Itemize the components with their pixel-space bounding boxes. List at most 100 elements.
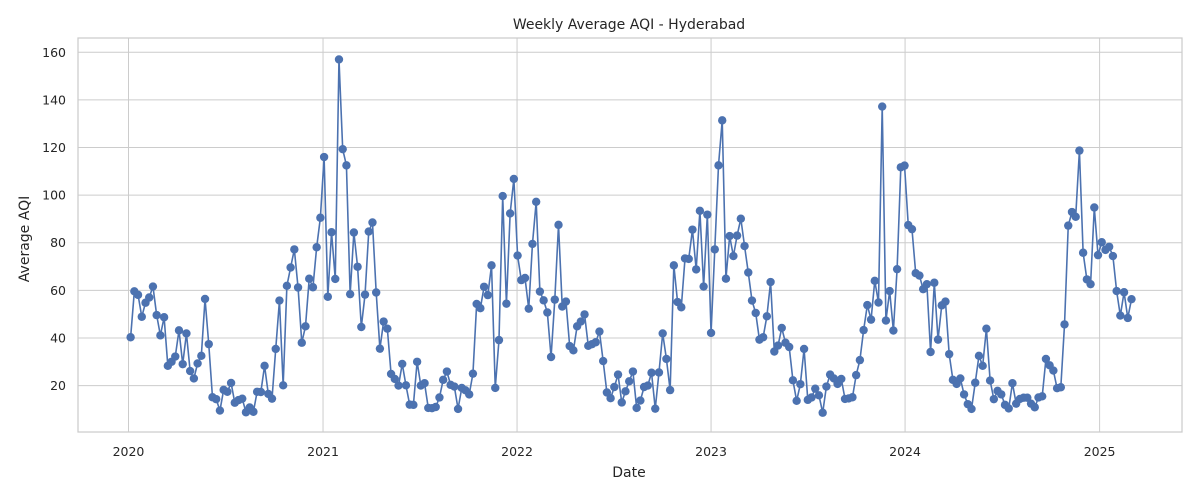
- plot-area-frame: [77, 37, 1183, 433]
- data-point: [383, 324, 392, 333]
- data-point: [550, 295, 559, 304]
- x-tick-label: 2024: [889, 444, 921, 459]
- data-point: [204, 339, 213, 349]
- y-tick-label: 120: [42, 140, 66, 155]
- data-point: [598, 356, 608, 366]
- data-point: [1041, 354, 1051, 364]
- data-point: [691, 265, 701, 274]
- data-point: [1060, 320, 1069, 329]
- data-point: [513, 251, 522, 260]
- data-point: [866, 315, 876, 324]
- data-point: [409, 400, 418, 410]
- data-point: [390, 374, 399, 384]
- data-point: [1008, 379, 1017, 388]
- data-point: [1075, 146, 1084, 155]
- data-point: [610, 382, 619, 392]
- data-point: [509, 174, 519, 184]
- data-point: [275, 296, 284, 305]
- data-point: [327, 228, 336, 237]
- data-point: [260, 361, 269, 371]
- data-point: [625, 377, 634, 386]
- data-point: [576, 317, 586, 326]
- data-point: [651, 404, 660, 413]
- data-point: [974, 351, 984, 361]
- data-point: [729, 251, 738, 261]
- data-point: [1030, 403, 1039, 412]
- data-point: [371, 288, 381, 297]
- data-point: [881, 316, 891, 325]
- data-point: [200, 294, 210, 304]
- data-point: [851, 370, 861, 380]
- data-point: [971, 378, 980, 387]
- data-point: [695, 206, 705, 216]
- data-point: [606, 393, 615, 403]
- data-point: [989, 394, 999, 404]
- data-point: [293, 283, 303, 292]
- data-point: [900, 161, 909, 170]
- data-point: [479, 282, 489, 291]
- data-point: [1064, 221, 1073, 230]
- data-point: [628, 367, 638, 376]
- data-point: [930, 278, 939, 287]
- data-point: [595, 327, 604, 336]
- data-point: [342, 161, 351, 170]
- x-tick-label: 2020: [113, 444, 145, 459]
- data-point: [148, 282, 158, 291]
- data-point: [238, 394, 247, 403]
- data-point: [777, 323, 786, 333]
- data-point: [580, 310, 589, 319]
- data-point: [874, 298, 883, 307]
- data-point: [368, 218, 377, 227]
- data-point: [182, 329, 191, 338]
- y-tick-label: 140: [42, 92, 66, 107]
- data-point: [617, 398, 626, 407]
- data-point: [546, 352, 556, 362]
- series-line: [129, 58, 1133, 414]
- data-point: [632, 403, 641, 413]
- data-point: [159, 313, 169, 322]
- data-point: [524, 304, 533, 313]
- data-point: [1119, 288, 1129, 297]
- y-tick-label: 80: [50, 235, 66, 250]
- data-point: [885, 286, 894, 296]
- data-point: [278, 381, 288, 390]
- data-point: [959, 390, 969, 399]
- data-point: [1127, 294, 1136, 304]
- data-point: [226, 378, 236, 388]
- data-point: [796, 379, 805, 389]
- data-point: [126, 333, 135, 342]
- data-point: [174, 326, 184, 335]
- data-point: [442, 367, 452, 376]
- data-point: [286, 263, 295, 272]
- y-axis-label: Average AQI: [17, 196, 33, 282]
- data-point: [1056, 383, 1066, 392]
- data-point: [688, 225, 697, 234]
- data-point: [334, 55, 344, 64]
- chart-title: Weekly Average AQI - Hyderabad: [513, 17, 745, 33]
- data-point: [345, 289, 355, 299]
- data-point: [647, 368, 656, 377]
- data-point: [926, 347, 935, 357]
- x-tick-label: 2021: [307, 444, 339, 459]
- axis-ticks: 2020 2021 2022 2023 2024 2025 20 40 60 80 100 120 14…: [42, 45, 1115, 459]
- data-point: [379, 317, 388, 326]
- data-point: [855, 355, 865, 365]
- data-point: [665, 385, 675, 395]
- data-point: [256, 387, 266, 397]
- data-point: [799, 344, 809, 354]
- data-point: [178, 359, 187, 369]
- data-point: [870, 276, 879, 286]
- data-point: [1123, 313, 1132, 323]
- data-point: [721, 274, 731, 283]
- data-point: [453, 404, 463, 414]
- data-point: [301, 322, 310, 331]
- y-tick-label: 100: [42, 188, 66, 203]
- data-point: [1004, 404, 1013, 413]
- data-point: [282, 281, 292, 291]
- data-point: [1112, 286, 1121, 296]
- data-point: [561, 297, 571, 306]
- data-point: [725, 231, 734, 241]
- data-point: [758, 333, 768, 342]
- data-point: [1038, 392, 1047, 401]
- data-point: [766, 277, 775, 287]
